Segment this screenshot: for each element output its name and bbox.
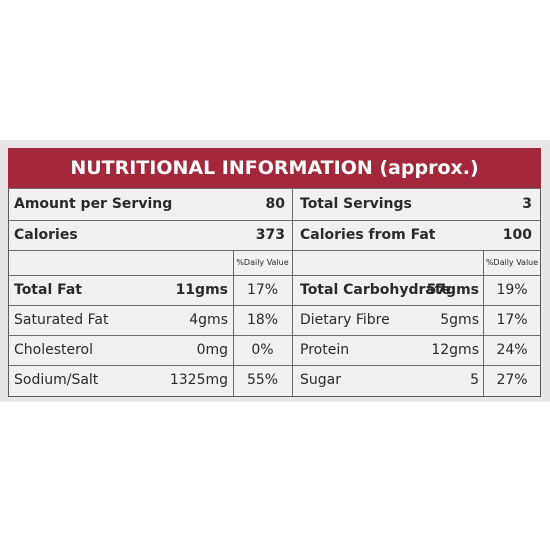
daily-value: 55% xyxy=(246,372,279,388)
column-line xyxy=(233,250,234,396)
nutrient-amount: 0mg xyxy=(196,342,228,358)
summary-label: Calories xyxy=(14,227,78,243)
row-line xyxy=(8,275,541,276)
summary-label: Total Servings xyxy=(300,196,412,212)
nutrient-name: Total Carbohydrate xyxy=(300,282,452,298)
daily-value: 18% xyxy=(246,312,279,328)
nutrient-amount: 11gms xyxy=(175,282,228,298)
summary-value: 100 xyxy=(502,227,532,243)
nutrient-name: Cholesterol xyxy=(14,342,94,358)
nutrient-name: Sodium/Salt xyxy=(14,372,99,388)
daily-value: 19% xyxy=(496,282,528,298)
nutrient-amount: 57gms xyxy=(426,282,479,298)
summary-label: Calories from Fat xyxy=(300,227,436,243)
summary-value: 3 xyxy=(522,196,532,212)
daily-value: 17% xyxy=(496,312,528,328)
row-line xyxy=(8,250,541,251)
daily-value: 27% xyxy=(496,372,528,388)
label-header: NUTRITIONAL INFORMATION (approx.) xyxy=(8,148,541,188)
nutrient-name: Dietary Fibre xyxy=(300,312,390,328)
row-line xyxy=(8,305,541,306)
label-title: NUTRITIONAL INFORMATION (approx.) xyxy=(70,157,479,179)
nutrient-amount: 5 xyxy=(470,372,479,388)
nutrient-amount: 12gms xyxy=(431,342,479,358)
row-line xyxy=(8,365,541,366)
daily-value: 0% xyxy=(251,342,274,358)
nutrient-name: Saturated Fat xyxy=(14,312,109,328)
daily-value-header: %Daily Value xyxy=(485,258,539,267)
summary-value: 373 xyxy=(255,227,285,243)
row-line xyxy=(8,188,541,189)
nutrient-amount: 4gms xyxy=(189,312,228,328)
daily-value-header: %Daily Value xyxy=(236,258,289,267)
nutrient-name: Protein xyxy=(300,342,350,358)
nutrition-label xyxy=(8,148,541,397)
column-line xyxy=(292,188,293,396)
nutrient-name: Total Fat xyxy=(14,282,83,298)
summary-label: Amount per Serving xyxy=(14,196,173,212)
summary-value: 80 xyxy=(265,196,285,212)
daily-value: 24% xyxy=(496,342,528,358)
column-line xyxy=(483,250,484,396)
row-line xyxy=(8,335,541,336)
nutrient-amount: 1325mg xyxy=(169,372,228,388)
daily-value: 17% xyxy=(246,282,279,298)
row-line xyxy=(8,220,541,221)
nutrient-name: Sugar xyxy=(300,372,341,388)
nutrient-amount: 5gms xyxy=(440,312,479,328)
